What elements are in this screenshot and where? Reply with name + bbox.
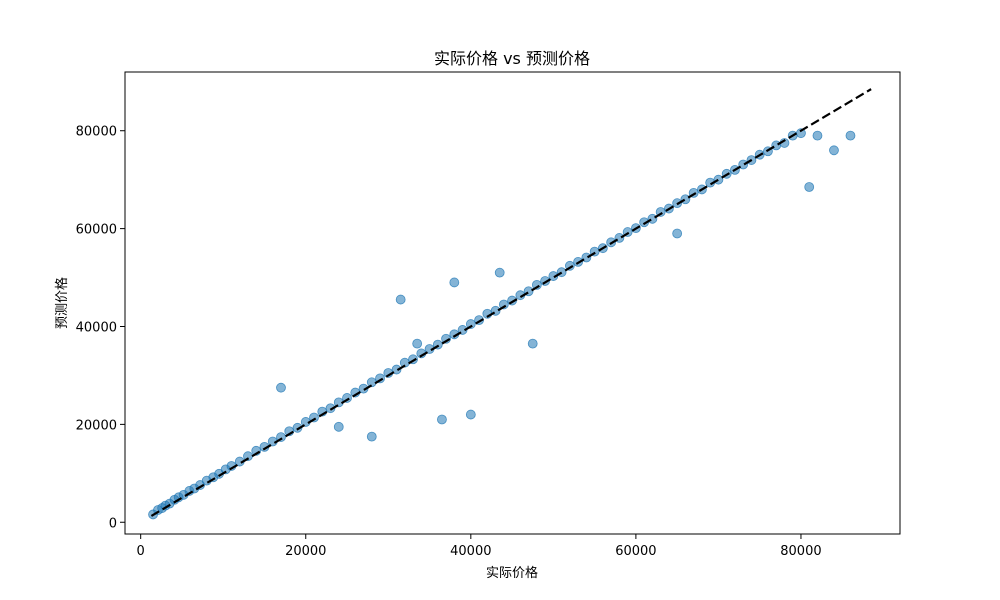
reference-line xyxy=(150,88,872,517)
data-point xyxy=(276,382,286,393)
y-axis-ticks: 0 20000 40000 60000 80000 xyxy=(76,125,125,531)
x-tick-label: 0 xyxy=(137,544,145,559)
data-point xyxy=(366,431,377,442)
y-tick-label: 60000 xyxy=(76,223,117,238)
data-point xyxy=(738,159,749,170)
data-point xyxy=(812,130,823,141)
data-point xyxy=(527,338,538,349)
data-point xyxy=(829,145,839,156)
data-point xyxy=(672,228,683,239)
x-axis-label: 实际价格 xyxy=(486,565,538,581)
data-point xyxy=(845,130,856,141)
data-point xyxy=(412,338,423,349)
data-point xyxy=(796,128,806,139)
data-point xyxy=(391,364,402,375)
data-point xyxy=(713,174,724,185)
data-point xyxy=(465,319,476,329)
chart-title: 实际价格 vs 预测价格 xyxy=(434,49,590,68)
y-tick-label: 20000 xyxy=(76,418,117,433)
x-tick-label: 20000 xyxy=(285,544,326,559)
y-axis-label: 预测价格 xyxy=(54,277,70,329)
x-axis-ticks: 0 20000 40000 60000 80000 xyxy=(137,534,822,559)
x-tick-label: 60000 xyxy=(615,544,656,559)
data-point xyxy=(395,294,406,305)
y-tick-label: 40000 xyxy=(76,320,117,335)
y-tick-label: 80000 xyxy=(76,125,117,140)
x-tick-label: 40000 xyxy=(450,544,491,559)
data-point xyxy=(449,277,460,288)
data-point xyxy=(804,182,815,192)
data-point xyxy=(333,421,344,432)
data-point xyxy=(437,414,447,425)
data-point xyxy=(494,267,505,278)
reference-line-group xyxy=(150,88,872,517)
data-point xyxy=(465,409,476,420)
y-tick-label: 0 xyxy=(109,516,117,531)
x-tick-label: 80000 xyxy=(780,544,821,559)
